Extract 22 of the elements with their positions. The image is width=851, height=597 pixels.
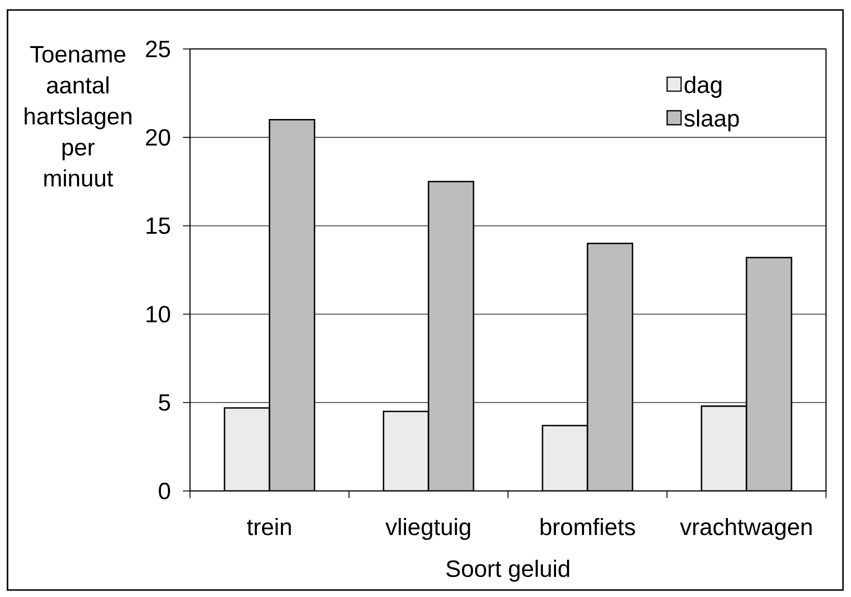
legend-label: dag	[684, 76, 722, 98]
x-tick-label: trein	[247, 518, 291, 536]
y-tick-label: 15	[146, 218, 170, 234]
y-tick-label: 5	[158, 394, 170, 411]
y-tick-label: 20	[146, 129, 170, 146]
bar	[746, 256, 792, 491]
y-tick-label: 10	[146, 306, 170, 323]
bar	[700, 405, 748, 491]
bar	[268, 119, 316, 491]
x-tick-label: vrachtwagen	[680, 518, 812, 540]
x-axis-title: Soort geluid	[446, 560, 570, 582]
x-tick-label: bromfiets	[540, 518, 635, 536]
bar	[586, 242, 634, 491]
x-tick-label: vliegtuig	[385, 518, 470, 540]
bar	[428, 180, 474, 491]
y-tick-label: 0	[158, 482, 170, 500]
y-tick-label: 25	[146, 40, 170, 58]
bar	[224, 407, 270, 491]
legend-label: slaap	[684, 109, 739, 132]
bar	[542, 424, 588, 491]
bar	[382, 410, 430, 491]
y-axis-title: Toename aantal hartslagen per minuut	[24, 46, 132, 187]
